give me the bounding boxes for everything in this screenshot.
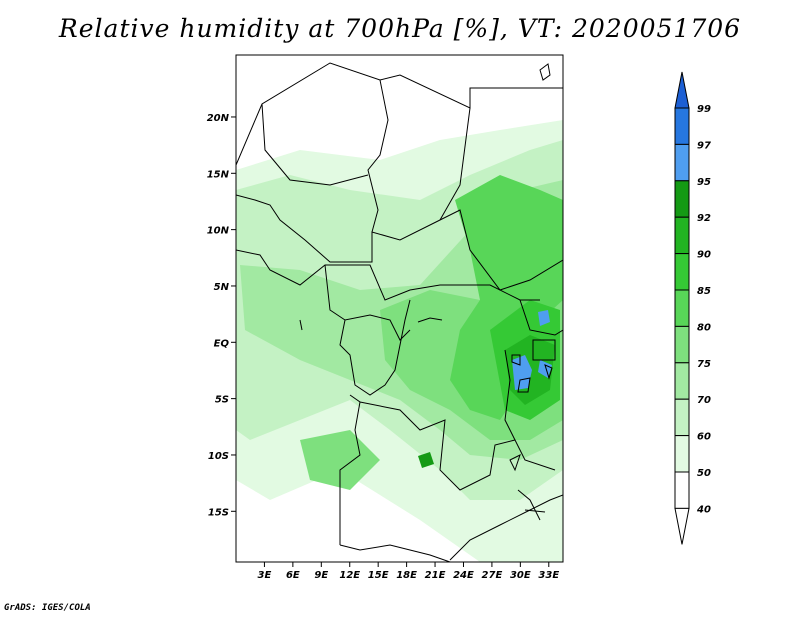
colorbar-label: 95 [697, 177, 711, 188]
colorbar-label: 80 [697, 322, 711, 333]
lon-tick-label: 15E [368, 570, 389, 581]
colorbar-label: 70 [697, 395, 711, 406]
lon-tick-label: 6E [286, 570, 300, 581]
longitude-axis: 3E 6E 9E 12E 15E 18E 21E 24E 27E 30E 33E [258, 562, 559, 581]
map-frame [235, 54, 564, 563]
colorbar-label: 50 [697, 468, 711, 479]
lon-tick-label: 27E [482, 570, 503, 581]
rh-shade-97c [538, 360, 552, 378]
colorbar-segment [674, 180, 690, 218]
lon-tick-label: 9E [314, 570, 328, 581]
lat-tick-label: 15S [208, 507, 229, 518]
lon-tick-label: 21E [425, 570, 446, 581]
colorbar-label: 97 [697, 140, 711, 151]
colorbar-label: 92 [697, 213, 711, 224]
lon-tick-label: 18E [396, 570, 417, 581]
rh-shade-75b [300, 430, 380, 490]
colorbar-segment [674, 325, 690, 364]
colorbar-segment [674, 143, 690, 182]
colorbar-label: 99 [697, 104, 711, 115]
colorbar-arrow-top [674, 71, 690, 109]
latitude-axis: 20N 15N 10N 5N EQ 5S 10S 15S [207, 113, 236, 518]
lat-tick-label: 20N [207, 113, 230, 124]
colorbar-segment [674, 471, 690, 509]
colorbar-legend: 99 97 95 92 90 85 80 75 70 60 50 40 [674, 71, 711, 545]
colorbar-segment [674, 107, 690, 145]
lon-tick-label: 30E [510, 570, 531, 581]
colorbar-segment [674, 253, 690, 291]
colorbar-arrow-bottom [674, 507, 690, 545]
lat-tick-label: 5N [214, 282, 230, 293]
colorbar-segment [674, 289, 690, 327]
lon-tick-label: 24E [453, 570, 474, 581]
lon-tick-label: 33E [538, 570, 559, 581]
rh-shade-92-spot [418, 452, 434, 468]
colorbar-segment [674, 216, 690, 255]
grads-credit: GrADS: IGES/COLA [4, 603, 91, 613]
lon-tick-label: 12E [339, 570, 360, 581]
humidity-field [236, 120, 563, 562]
lat-tick-label: 15N [207, 169, 230, 180]
lat-tick-label: 10S [208, 451, 229, 462]
lat-tick-label: 10N [207, 226, 230, 237]
colorbar-label: 75 [697, 359, 711, 370]
colorbar-label: 60 [697, 432, 711, 443]
country-borders [236, 62, 563, 562]
colorbar-label: 85 [697, 286, 711, 297]
colorbar-segment [674, 362, 690, 400]
rh-shade-80 [450, 175, 563, 420]
lakes [299, 63, 553, 513]
lat-tick-label: EQ [214, 338, 230, 349]
colorbar-label: 90 [697, 250, 711, 261]
colorbar-segment [674, 435, 690, 473]
lon-tick-label: 3E [258, 570, 272, 581]
lat-tick-label: 5S [215, 395, 229, 406]
colorbar-label: 40 [696, 504, 711, 515]
chart-title: Relative humidity at 700hPa [%], VT: 202… [58, 14, 742, 43]
rh-shade-97b [538, 310, 550, 326]
colorbar-segment [674, 398, 690, 437]
